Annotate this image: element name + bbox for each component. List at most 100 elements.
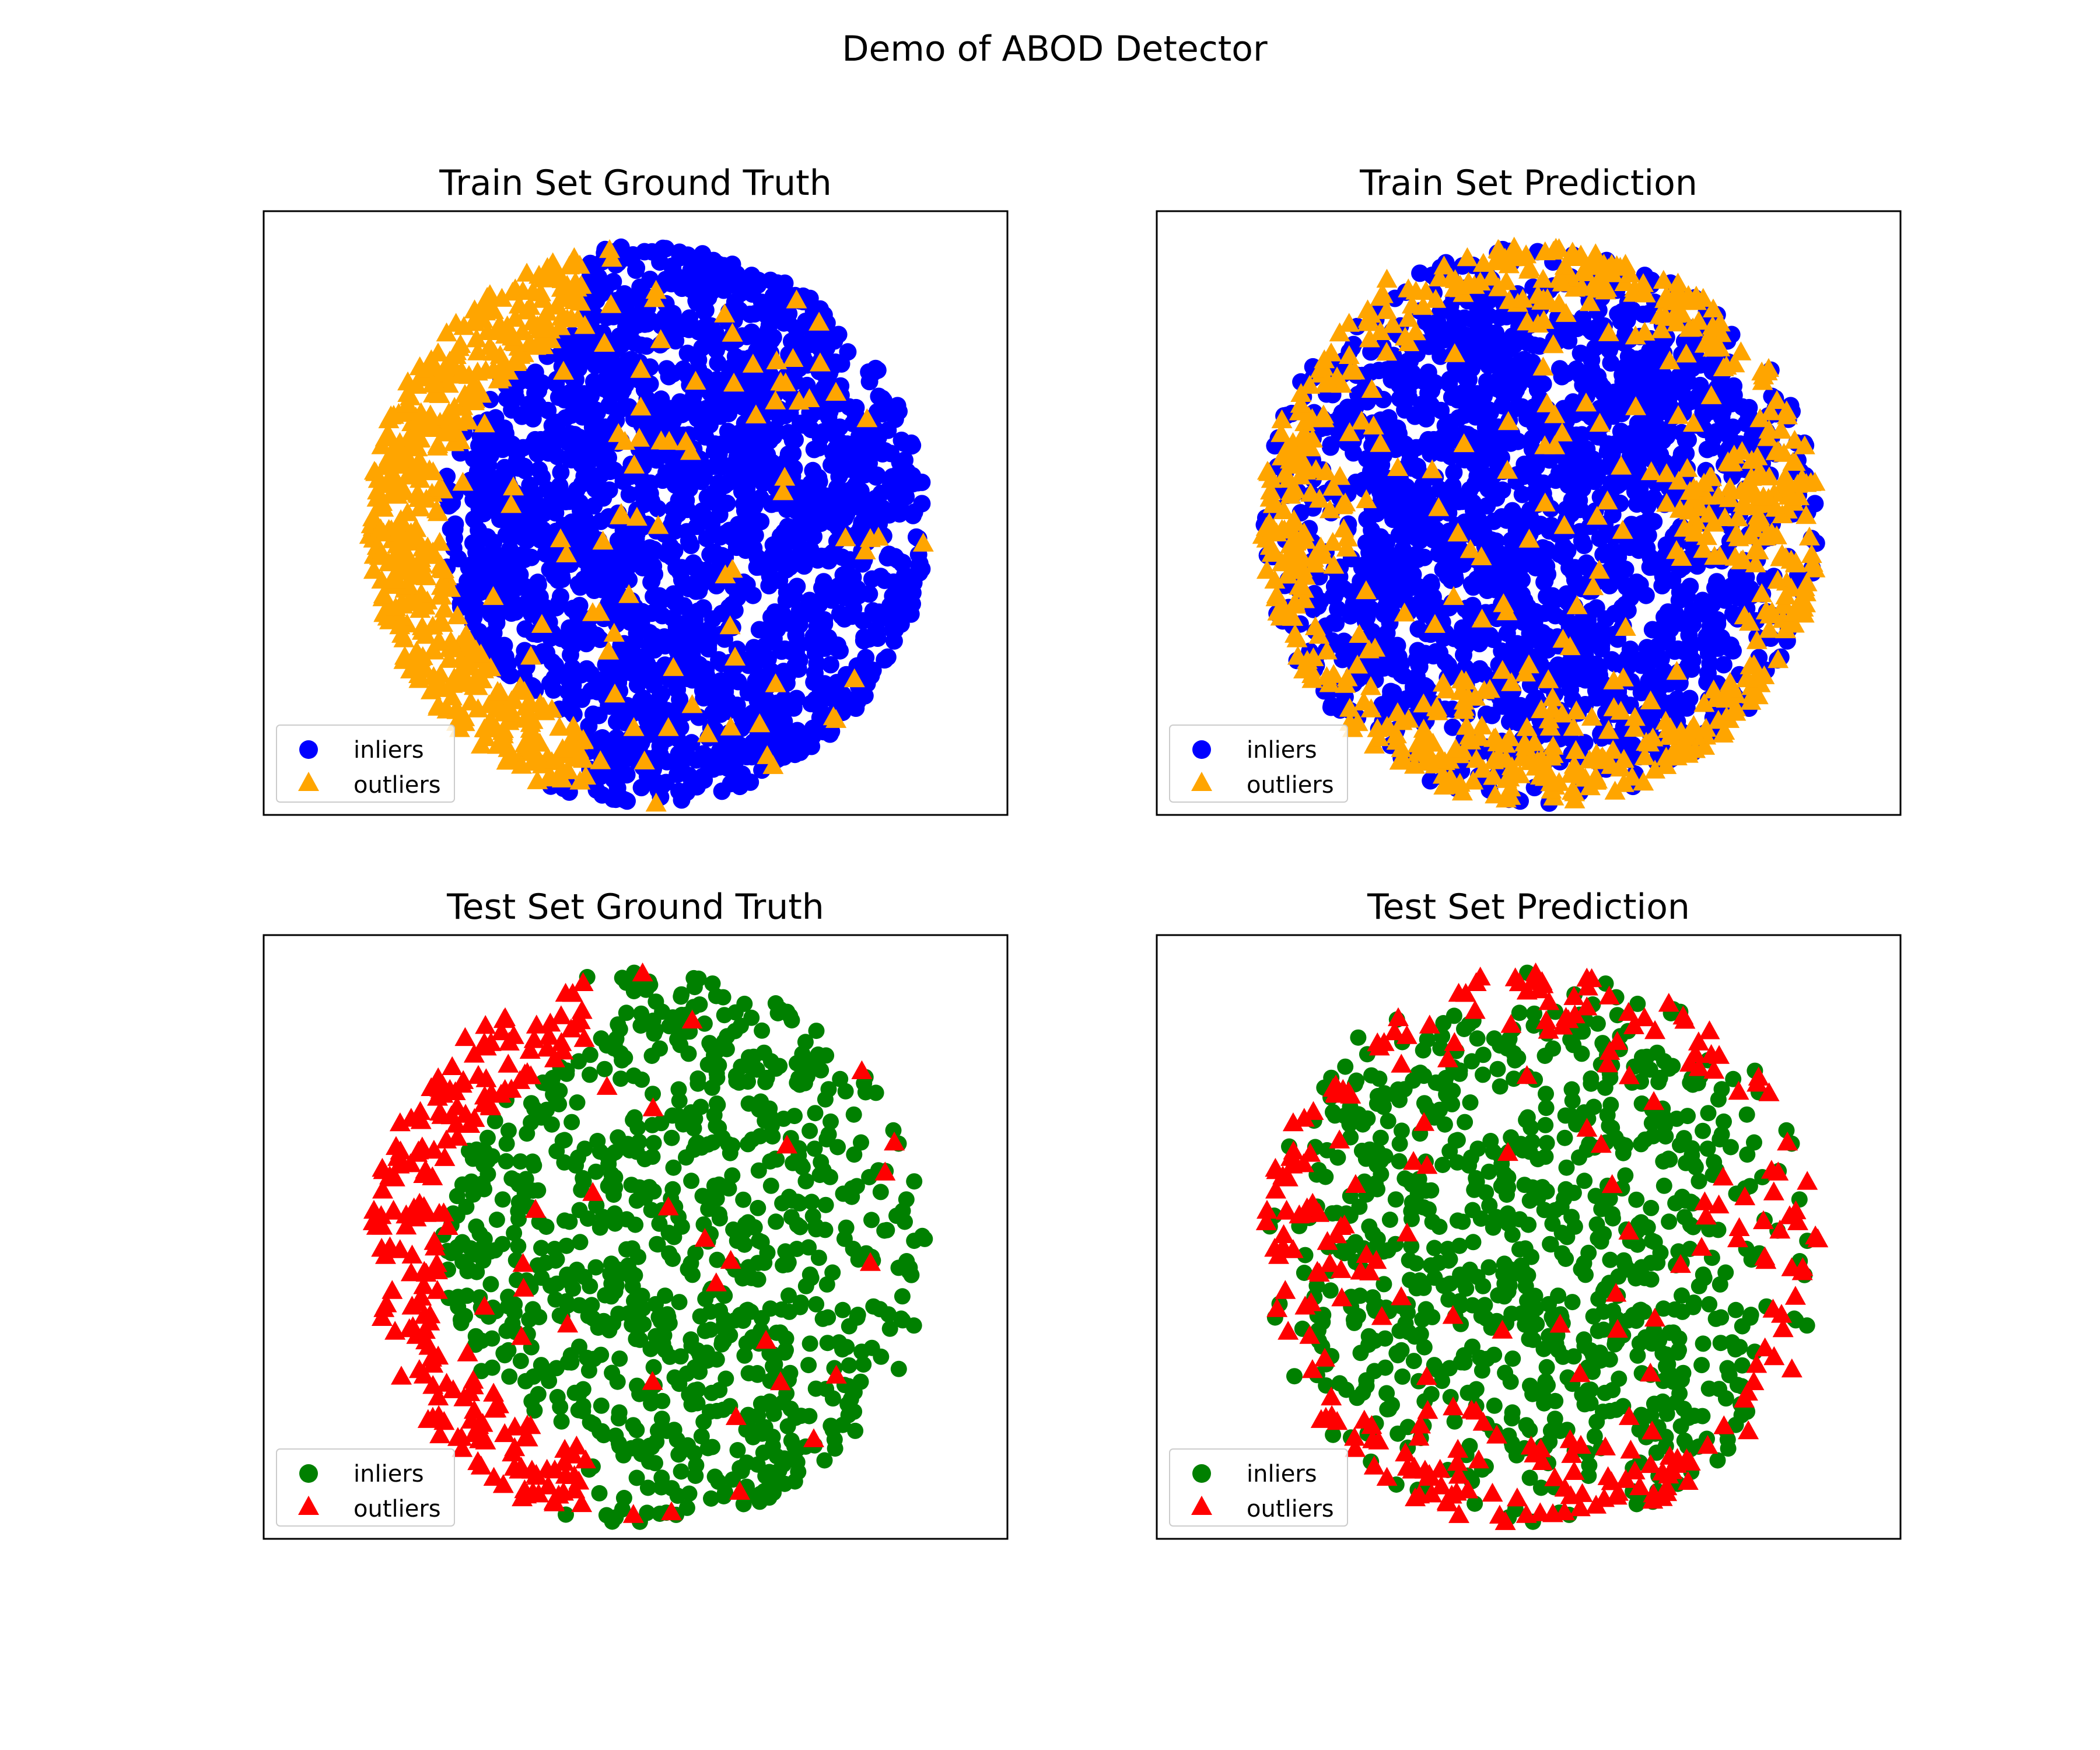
inlier-point [646, 671, 664, 689]
inlier-point [1334, 650, 1352, 668]
inlier-point [572, 666, 590, 684]
outlier-point [369, 546, 390, 565]
axes-frame [262, 210, 1009, 816]
inlier-point [627, 261, 645, 279]
inlier-point [1703, 595, 1721, 613]
inlier-point [1388, 562, 1406, 580]
outlier-point [433, 559, 455, 579]
inlier-point [685, 611, 703, 629]
inlier-point [678, 344, 696, 362]
inlier-point [1364, 544, 1382, 562]
inlier-point [864, 662, 882, 680]
inlier-point [790, 733, 808, 751]
inlier-point [556, 409, 575, 427]
inlier-point [1675, 332, 1693, 351]
inlier-point [1564, 618, 1583, 636]
outlier-point [685, 370, 706, 390]
inlier-point [1699, 664, 1717, 682]
outlier-point [1603, 670, 1625, 690]
inlier-point [562, 646, 579, 664]
inlier-point [1681, 578, 1699, 596]
inlier-point [536, 603, 554, 621]
inlier-point [688, 410, 706, 428]
outlier-point [1724, 353, 1745, 373]
inlier-point [695, 771, 713, 789]
inlier-point [1322, 696, 1340, 715]
outlier-point [1542, 699, 1563, 718]
outlier-point [1581, 706, 1602, 726]
outlier-point [492, 724, 514, 744]
inlier-point [1528, 452, 1546, 470]
outlier-point [618, 584, 640, 603]
inlier-point [1724, 389, 1742, 407]
inlier-point [1615, 332, 1633, 350]
outlier-point [373, 584, 394, 604]
outlier-point [592, 530, 614, 550]
inlier-point [607, 787, 625, 805]
outlier-point [366, 536, 388, 555]
outlier-point [371, 569, 393, 589]
outlier-point [1500, 777, 1521, 797]
inlier-point [836, 509, 854, 527]
inlier-point [839, 482, 857, 500]
outlier-point [724, 646, 746, 666]
outlier-point [487, 681, 509, 700]
inlier-point [788, 578, 806, 596]
inlier-point [1621, 448, 1639, 466]
inlier-point [1355, 567, 1373, 585]
outlier-point [531, 614, 552, 633]
inlier-point [1576, 734, 1594, 752]
outlier-point [722, 323, 743, 342]
inlier-point [1366, 473, 1384, 491]
inlier-point [711, 741, 729, 760]
inlier-point [671, 618, 690, 636]
outlier-point [488, 369, 509, 388]
inlier-point [779, 548, 797, 566]
outlier-point [393, 628, 415, 648]
outlier-point [495, 324, 516, 344]
inlier-point [526, 363, 544, 382]
inlier-point [886, 410, 904, 428]
inlier-point [1602, 354, 1620, 372]
outlier-point [483, 359, 505, 379]
outlier-point [491, 288, 513, 307]
inlier-point [593, 580, 611, 598]
outlier-point [449, 664, 471, 683]
inlier-point [734, 573, 752, 592]
inlier-point [764, 536, 782, 554]
inlier-point [521, 476, 539, 494]
outlier-point [757, 745, 778, 764]
outlier-point [1598, 720, 1619, 739]
inlier-point [715, 257, 733, 275]
inlier-point [809, 633, 827, 651]
outlier-point [528, 265, 550, 284]
outlier-point [1751, 583, 1773, 603]
inlier-point [870, 387, 888, 405]
inlier-point [520, 598, 538, 616]
inlier-point [1422, 772, 1440, 790]
inlier-point [1514, 365, 1532, 383]
outlier-point [411, 583, 432, 603]
outlier-point [384, 569, 406, 589]
inlier-point [652, 242, 670, 260]
outlier-point [1516, 717, 1538, 736]
inlier-point [765, 571, 783, 589]
inlier-point [771, 302, 789, 320]
outlier-point [392, 550, 414, 569]
inlier-point [895, 434, 913, 452]
inlier-point [815, 379, 833, 397]
inlier-point [668, 681, 687, 699]
inlier-point [658, 408, 676, 426]
inlier-point [684, 554, 702, 572]
inlier-point [682, 537, 700, 554]
inlier-point [614, 473, 632, 491]
inlier-point [902, 605, 920, 623]
inlier-point [663, 257, 681, 275]
inlier-point [747, 342, 765, 360]
inlier-point [716, 682, 734, 701]
outlier-point [1360, 698, 1382, 718]
inlier-point [672, 756, 690, 774]
inlier-point [698, 530, 716, 548]
inlier-point [684, 387, 702, 405]
